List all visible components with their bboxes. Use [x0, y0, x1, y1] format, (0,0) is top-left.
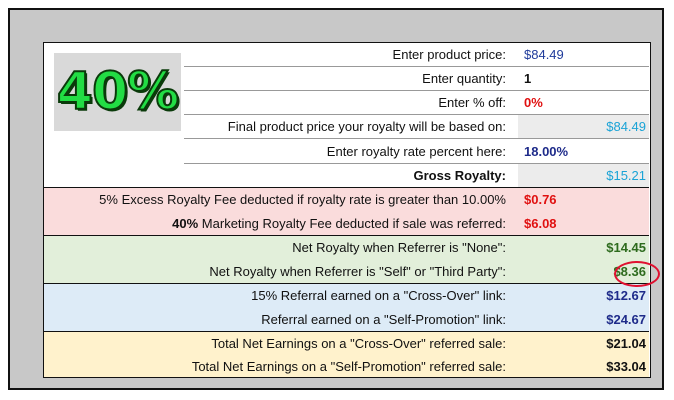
royalty-rate-label: Enter royalty rate percent here:: [326, 144, 506, 159]
percent-off-input[interactable]: 0%: [524, 95, 543, 110]
marketing-fee-value: $6.08: [524, 216, 557, 231]
badge-text: 40%: [56, 62, 180, 122]
excess-fee-row: 5% Excess Royalty Fee deducted if royalt…: [44, 188, 649, 211]
royalty-rate-row: Enter royalty rate percent here: 18.00%: [184, 140, 649, 164]
marketing-fee-row: 40% Marketing Royalty Fee deducted if sa…: [44, 212, 649, 235]
percent-off-label: Enter % off:: [438, 95, 506, 110]
gross-royalty-value: $15.21: [573, 164, 649, 187]
percent-off-row: Enter % off: 0%: [184, 91, 649, 115]
price-input[interactable]: $84.49: [524, 47, 564, 62]
excess-fee-value: $0.76: [524, 192, 557, 207]
net-royalty-section: Net Royalty when Referrer is "None": $14…: [44, 235, 649, 283]
total-cross-value: $21.04: [606, 336, 646, 351]
highlight-circle: [614, 261, 660, 287]
marketing-fee-label: Marketing Royalty Fee deducted if sale w…: [198, 216, 506, 231]
totals-section: Total Net Earnings on a "Cross-Over" ref…: [44, 331, 649, 377]
net-self-row: Net Royalty when Referrer is "Self" or "…: [44, 260, 649, 283]
net-none-value: $14.45: [606, 240, 646, 255]
percent-badge: 40%: [54, 53, 181, 131]
total-promo-value: $33.04: [606, 359, 646, 374]
quantity-label: Enter quantity:: [422, 71, 506, 86]
net-none-label: Net Royalty when Referrer is "None":: [292, 240, 506, 255]
quantity-row: Enter quantity: 1: [184, 67, 649, 91]
total-cross-label: Total Net Earnings on a "Cross-Over" ref…: [211, 336, 506, 351]
net-none-row: Net Royalty when Referrer is "None": $14…: [44, 236, 649, 259]
gross-royalty-row: Gross Royalty: $15.21: [184, 164, 649, 187]
final-price-label: Final product price your royalty will be…: [227, 119, 506, 134]
total-promo-label: Total Net Earnings on a "Self-Promotion"…: [191, 359, 506, 374]
referral-promo-label: Referral earned on a "Self-Promotion" li…: [261, 312, 506, 327]
royalty-sheet: 40% Enter product price: $84.49 Enter qu…: [43, 42, 660, 378]
excess-fee-label: 5% Excess Royalty Fee deducted if royalt…: [99, 192, 506, 207]
gross-royalty-label: Gross Royalty:: [413, 168, 506, 183]
referral-section: 15% Referral earned on a "Cross-Over" li…: [44, 283, 649, 331]
referral-cross-row: 15% Referral earned on a "Cross-Over" li…: [44, 284, 649, 307]
price-row: Enter product price: $84.49: [184, 43, 649, 67]
final-price-value: $84.49: [573, 115, 649, 138]
net-self-label: Net Royalty when Referrer is "Self" or "…: [209, 264, 506, 279]
fees-section: 5% Excess Royalty Fee deducted if royalt…: [44, 187, 649, 235]
total-cross-row: Total Net Earnings on a "Cross-Over" ref…: [44, 332, 649, 355]
outer-frame: 40% Enter product price: $84.49 Enter qu…: [8, 8, 664, 390]
referral-cross-label: 15% Referral earned on a "Cross-Over" li…: [251, 288, 506, 303]
royalty-rate-input[interactable]: 18.00%: [524, 144, 569, 159]
referral-promo-value: $24.67: [606, 312, 646, 327]
final-price-row: Final product price your royalty will be…: [184, 115, 649, 139]
referral-promo-row: Referral earned on a "Self-Promotion" li…: [44, 308, 649, 331]
marketing-fee-percent: 40%: [172, 216, 199, 231]
price-label: Enter product price:: [392, 47, 506, 62]
quantity-input[interactable]: 1: [524, 71, 532, 86]
total-promo-row: Total Net Earnings on a "Self-Promotion"…: [44, 355, 649, 378]
referral-cross-value: $12.67: [606, 288, 646, 303]
